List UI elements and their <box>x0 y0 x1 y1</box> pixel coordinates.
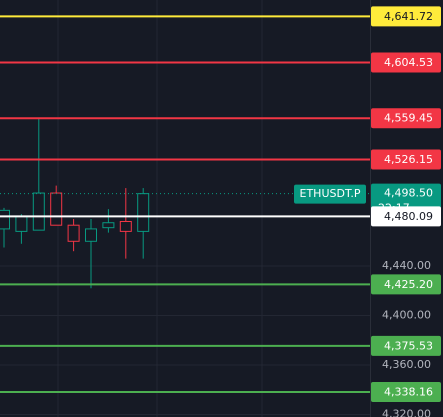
y-tick-label: 4,440.00 <box>382 259 431 272</box>
candle-body <box>102 222 115 229</box>
candle-body <box>0 209 10 230</box>
candle-body <box>32 192 45 231</box>
y-tick-label: 4,360.00 <box>382 358 431 371</box>
y-tick-label: 4,320.00 <box>382 408 431 417</box>
level-box <box>371 149 441 170</box>
candle-body <box>67 224 80 242</box>
candle-body <box>85 228 97 242</box>
level-label: 4,604.53 <box>384 56 433 69</box>
last-price-label: 4,498.50 <box>384 187 433 200</box>
level-label: 4,641.72 <box>384 10 433 23</box>
level-label: 4,559.45 <box>384 112 433 125</box>
candle-body <box>137 193 150 232</box>
level-label: 4,375.53 <box>384 339 433 352</box>
candle-body <box>15 216 28 232</box>
candle-body <box>50 192 63 226</box>
symbol-box <box>294 184 366 204</box>
symbol-label: ETHUSDT.P <box>300 187 361 200</box>
level-label: 4,425.20 <box>384 278 433 291</box>
level-box <box>371 382 441 403</box>
level-box <box>371 206 441 227</box>
candle-body <box>119 220 132 232</box>
level-label: 4,526.15 <box>384 153 433 166</box>
level-box <box>371 6 441 27</box>
level-box <box>371 335 441 356</box>
level-box <box>371 108 441 129</box>
level-box <box>371 274 441 295</box>
level-label: 4,480.09 <box>384 210 433 223</box>
y-tick-label: 4,400.00 <box>382 309 431 322</box>
level-box <box>371 52 441 73</box>
level-label: 4,338.16 <box>384 386 433 399</box>
